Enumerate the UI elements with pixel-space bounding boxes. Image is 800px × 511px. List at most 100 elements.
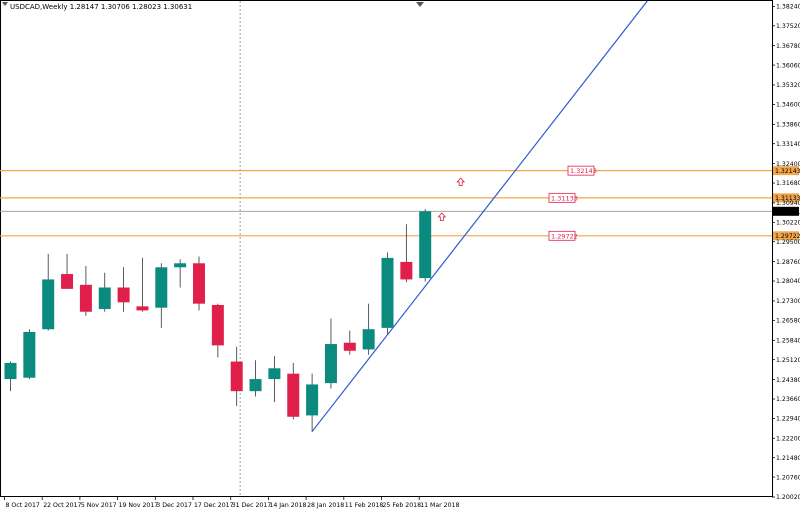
y-axis-label: 1.28040 [776, 278, 800, 285]
candle[interactable] [4, 361, 17, 392]
horizontal-level-label: 1.31133 [551, 194, 578, 202]
y-axis-label: 1.26580 [776, 318, 800, 325]
y-axis-label: 1.25120 [776, 357, 800, 364]
candle[interactable] [42, 253, 55, 331]
up-arrow-icon[interactable] [456, 177, 466, 186]
candle[interactable] [155, 263, 168, 328]
candle-body [343, 342, 356, 351]
y-axis-label: 1.23660 [776, 396, 800, 403]
y-axis-label: 1.37520 [776, 23, 800, 30]
current-price-tag [773, 206, 799, 216]
axis-level-tag-label: 1.31133 [775, 195, 800, 202]
candle[interactable] [362, 303, 375, 355]
candle-body [362, 329, 375, 350]
candle-body [117, 287, 130, 303]
candle-body [136, 306, 149, 311]
candle[interactable] [249, 360, 262, 397]
candle[interactable] [419, 209, 432, 282]
y-axis-label: 1.32400 [776, 161, 800, 168]
y-axis-label: 1.38240 [776, 4, 800, 11]
x-axis-label: 31 Dec 2017 [232, 502, 272, 509]
y-axis-label: 1.30220 [776, 220, 800, 227]
candle[interactable] [136, 257, 149, 312]
candle[interactable] [117, 267, 130, 312]
axis-level-tag-label: 1.32143 [775, 168, 800, 175]
horizontal-level-label: 1.32143 [570, 167, 597, 175]
x-axis-label: 11 Feb 2018 [345, 502, 384, 509]
candle-body [79, 284, 92, 312]
y-axis-label: 1.35320 [776, 82, 800, 89]
trend-line[interactable] [311, 0, 648, 432]
horizontal-level-label: 1.29722 [551, 232, 578, 240]
axis-level-tag [773, 231, 799, 241]
candle[interactable] [268, 356, 281, 402]
candle[interactable] [381, 252, 394, 335]
y-axis-label: 1.25840 [776, 337, 800, 344]
candle[interactable] [211, 303, 224, 358]
x-axis-label: 22 Oct 2017 [43, 502, 81, 509]
candle[interactable] [287, 362, 300, 420]
candle-body [61, 274, 74, 289]
y-axis-label: 1.21480 [776, 455, 800, 462]
candle[interactable] [23, 329, 36, 380]
axis-level-tag-label: 1.29722 [775, 233, 800, 240]
axis-level-tag [773, 166, 799, 176]
y-axis-label: 1.33860 [776, 122, 800, 129]
chart-scroll-marker-icon [2, 2, 8, 6]
y-axis-label: 1.28760 [776, 259, 800, 266]
candle[interactable] [306, 373, 319, 432]
x-axis-label: 11 Mar 2018 [420, 502, 459, 509]
x-axis-label: 5 Nov 2017 [81, 502, 117, 509]
y-axis-label: 1.30940 [776, 200, 800, 207]
y-axis-label: 1.31680 [776, 180, 800, 187]
candle[interactable] [79, 265, 92, 316]
candle-body [155, 267, 168, 308]
candle[interactable] [343, 330, 356, 355]
x-axis-label: 17 Dec 2017 [194, 502, 234, 509]
x-axis-label: 14 Jan 2018 [269, 502, 306, 509]
plot-area [0, 0, 773, 497]
candle[interactable] [324, 318, 337, 389]
candle-body [419, 211, 432, 279]
x-axis-label: 8 Oct 2017 [6, 502, 40, 509]
horizontal-level-label-box [548, 230, 576, 241]
candle[interactable] [174, 259, 187, 288]
symbol-info: USDCAD,Weekly 1.28147 1.30706 1.28023 1.… [10, 3, 192, 11]
candle-body [400, 261, 413, 280]
y-axis-label: 1.20760 [776, 474, 800, 481]
y-axis-label: 1.36780 [776, 43, 800, 50]
candle-body [42, 279, 55, 330]
candle-body [23, 331, 36, 378]
candle[interactable] [230, 346, 243, 406]
axis-level-tag [773, 193, 799, 203]
y-axis-label: 1.22940 [776, 416, 800, 423]
x-axis-label: 25 Feb 2018 [383, 502, 422, 509]
candle-body [324, 344, 337, 384]
y-axis-label: 1.27300 [776, 298, 800, 305]
candle[interactable] [193, 256, 205, 311]
candle-body [98, 287, 111, 310]
candle[interactable] [98, 272, 111, 312]
candle[interactable] [400, 224, 413, 283]
candle-body [249, 379, 262, 392]
y-axis-label: 1.20020 [776, 494, 800, 501]
candle-body [211, 305, 224, 346]
up-arrow-icon[interactable] [437, 212, 447, 221]
y-axis-label: 1.24380 [776, 377, 800, 384]
x-axis-label: 3 Dec 2017 [156, 502, 192, 509]
candle-body [268, 368, 281, 380]
y-axis-label: 1.33140 [776, 141, 800, 148]
candle-body [287, 373, 300, 417]
horizontal-level-label-box [567, 165, 595, 176]
candle-body [230, 361, 243, 392]
horizontal-level-label-box [548, 192, 576, 203]
candle-body [4, 362, 17, 380]
candle[interactable] [61, 253, 74, 289]
x-axis-label: 19 Nov 2017 [119, 502, 159, 509]
chart-shift-triangle-icon[interactable] [416, 2, 424, 7]
x-axis-label: 28 Jan 2018 [307, 502, 344, 509]
y-axis-label: 1.36060 [776, 62, 800, 69]
y-axis-label: 1.22200 [776, 435, 800, 442]
